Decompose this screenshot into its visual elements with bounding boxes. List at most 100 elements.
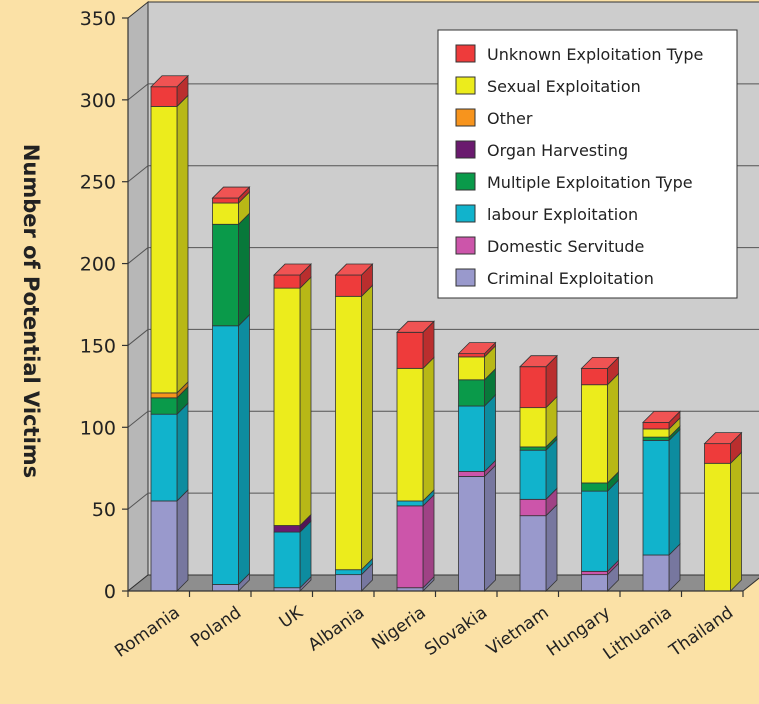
bar-side: [361, 284, 373, 571]
bar: [704, 462, 731, 592]
bar-segment: [519, 487, 558, 517]
x-tick-label: Romania: [111, 603, 183, 662]
y-tick-label: 50: [92, 499, 116, 521]
bar: [212, 202, 239, 225]
bar-side: [176, 402, 189, 502]
legend-item: labour Exploitation: [455, 204, 638, 224]
bar-top: [580, 356, 620, 369]
gridline: [127, 83, 149, 101]
legend-label: labour Exploitation: [487, 205, 638, 224]
bar-top: [334, 263, 374, 276]
legend: Unknown Exploitation Type Sexual Exploita…: [437, 29, 738, 299]
bar: [150, 392, 178, 399]
bar-segment: [212, 313, 250, 586]
y-axis-title: Number of Potential Victims: [19, 144, 43, 478]
bar: [396, 331, 424, 369]
bar: [581, 384, 608, 484]
bar-stack: [457, 341, 497, 592]
bar-stack: [150, 74, 189, 592]
bar: [581, 482, 608, 492]
legend-box: [437, 29, 738, 299]
bar: [273, 525, 301, 533]
bar-stack: [519, 354, 558, 592]
bar: [458, 471, 485, 477]
bar-segment: [519, 395, 558, 448]
y-tick-label: 350: [80, 8, 116, 30]
bar: [212, 223, 239, 327]
legend-item: Unknown Exploitation Type: [455, 44, 703, 64]
y-tick-label: 250: [80, 172, 116, 194]
bar: [581, 574, 608, 592]
legend-label: Organ Harvesting: [487, 141, 628, 160]
bar: [150, 397, 178, 415]
x-tick-label: Slovakia: [421, 603, 491, 660]
bar-segment: [396, 356, 435, 502]
bar-top: [211, 186, 251, 199]
legend-label: Criminal Exploitation: [487, 269, 654, 288]
bar-segment: [581, 479, 619, 573]
bar: [150, 413, 178, 502]
bar-segment: [273, 276, 312, 527]
x-tick-label: UK: [276, 602, 307, 632]
bar: [642, 554, 670, 592]
legend-item: Sexual Exploitation: [455, 76, 641, 96]
bar-segment: [458, 394, 496, 473]
bar-segment: [519, 503, 558, 592]
gridline: [127, 492, 149, 510]
bar-segment: [396, 320, 435, 370]
bar-segment: [212, 212, 250, 327]
legend-item: Domestic Servitude: [455, 236, 644, 256]
y-tick-label: 100: [80, 417, 116, 439]
bar: [273, 274, 301, 289]
x-tick-label: Albania: [305, 603, 368, 656]
legend-label: Other: [487, 109, 533, 128]
bar-top: [519, 355, 558, 368]
legend-label: Unknown Exploitation Type: [487, 45, 703, 64]
legend-item: Criminal Exploitation: [455, 268, 654, 288]
axes: [122, 17, 744, 597]
bar-segment: [273, 520, 312, 589]
bar-segment: [581, 372, 619, 484]
bar: [458, 379, 485, 407]
bar: [458, 405, 485, 472]
y-tick-label: 200: [80, 254, 116, 276]
bar: [519, 366, 547, 409]
bar: [212, 325, 239, 585]
bar-stack: [396, 320, 435, 592]
bar: [396, 505, 424, 589]
y-tick-label: 0: [104, 581, 116, 603]
bar-segment: [150, 74, 189, 108]
bar: [642, 436, 670, 441]
bar: [519, 407, 547, 448]
bar-side: [299, 520, 312, 589]
bar-side: [545, 503, 558, 592]
bar-side: [422, 493, 435, 589]
bar: [642, 439, 670, 556]
bar-segment: [519, 438, 558, 501]
bar-segment: [519, 354, 558, 409]
y-tick-labels: 0 50 100 150 200 250 300 350: [80, 8, 116, 603]
bar-side: [668, 428, 681, 556]
bar-top: [273, 263, 312, 276]
legend-swatch: [455, 76, 476, 95]
bar: [581, 367, 608, 386]
bar-side: [730, 451, 742, 592]
bar: [335, 295, 362, 571]
x-tick-label: Vietnam: [483, 603, 553, 660]
bar: [150, 106, 178, 394]
bars: [150, 74, 743, 592]
bar: [335, 569, 362, 576]
bar-side: [607, 479, 619, 573]
bar-stack: [334, 263, 374, 592]
bar: [273, 531, 301, 589]
bar-stack: [642, 410, 681, 592]
bar: [396, 367, 424, 502]
y-tick-label: 150: [80, 335, 116, 357]
bar-segment: [704, 451, 742, 592]
bar: [396, 500, 424, 507]
bar-side: [484, 464, 496, 592]
bar: [335, 574, 362, 592]
bar: [704, 443, 731, 464]
legend-label: Domestic Servitude: [487, 237, 644, 256]
